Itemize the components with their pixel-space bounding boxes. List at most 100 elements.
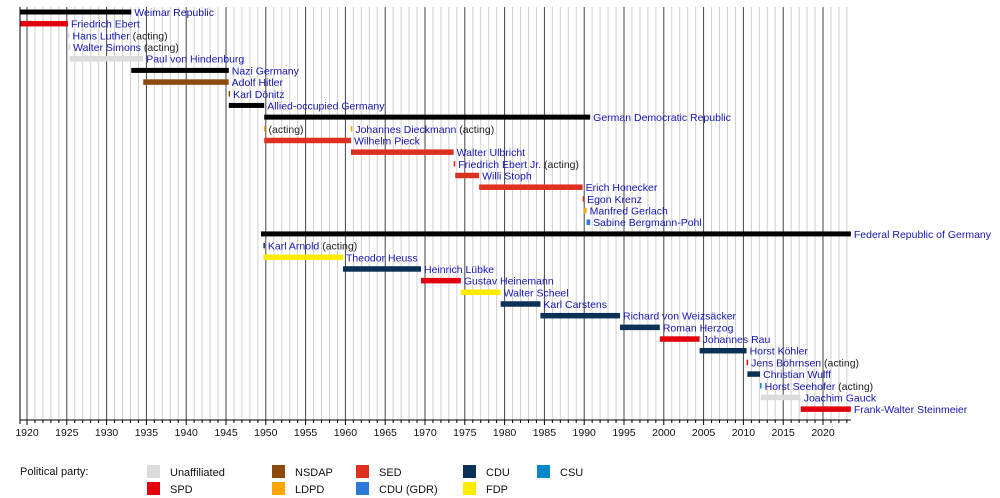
bar-label: Sabine Bergmann-Pohl [593, 217, 702, 229]
bar [500, 301, 541, 307]
legend-swatch [272, 482, 285, 495]
bar [800, 406, 851, 412]
tick-label: 1950 [254, 427, 278, 439]
label-name[interactable]: Erich Honecker [586, 182, 658, 194]
legend-swatch [147, 465, 160, 478]
label-name[interactable]: Theodor Heuss [346, 252, 418, 264]
label-name[interactable]: Karl Carstens [543, 299, 607, 311]
bar-label: Johannes Dieckmann (acting) [355, 124, 494, 136]
legend-label: CDU [486, 467, 510, 479]
bar [760, 394, 801, 401]
label-name[interactable]: Horst Köhler [750, 346, 809, 358]
tick-label: 2000 [652, 427, 676, 439]
tick-label: 1920 [15, 427, 39, 439]
label-name[interactable]: Johannes Rau [703, 334, 771, 346]
bar-label: Heinrich Lübke [424, 264, 494, 276]
legend-label: CSU [560, 467, 583, 479]
x-axis: 1920 1925 1930 1935 1940 1945 1950 1955 1960 1965… [15, 7, 851, 439]
label-name[interactable]: Gustav Heinemann [464, 276, 554, 288]
tick-label: 2015 [772, 427, 796, 439]
bar [263, 254, 344, 261]
tick-label: 2010 [732, 427, 756, 439]
tick-label: 1935 [135, 427, 159, 439]
label-name[interactable]: Walter Ulbricht [457, 147, 526, 159]
label-name[interactable]: Christian Wulff [763, 369, 831, 381]
label-name[interactable]: Egon Krenz [587, 194, 642, 206]
label-name[interactable]: Hans Luther [72, 30, 130, 42]
label-suffix: (acting) [269, 124, 304, 136]
tick-label: 2020 [811, 427, 835, 439]
label-name[interactable]: Paul von Hindenburg [146, 54, 244, 66]
bar-label: Jens Böhrnsen (acting) [751, 357, 859, 369]
tick-label: 1995 [612, 427, 636, 439]
bar-label: Karl Dönitz [233, 89, 284, 101]
label-suffix: (acting) [541, 159, 579, 171]
label-name[interactable]: Walter Simons [73, 42, 141, 54]
bar-label: Karl Arnold (acting) [268, 241, 357, 253]
bar-label: Friedrich Ebert [71, 19, 140, 31]
bar [228, 102, 265, 108]
bar-label: Egon Krenz [587, 194, 642, 206]
label-name[interactable]: Friedrich Ebert Jr. [458, 159, 541, 171]
bar [131, 67, 229, 73]
label-name[interactable]: Federal Republic of Germany [854, 229, 992, 241]
label-name[interactable]: Heinrich Lübke [424, 264, 494, 276]
bar-label: Wilhelm Pieck [354, 135, 421, 147]
label-name[interactable]: Karl Dönitz [233, 89, 284, 101]
label-name[interactable]: Jens Böhrnsen [751, 357, 821, 369]
bar-label: Erich Honecker [586, 182, 658, 194]
tick-label: 1980 [493, 427, 517, 439]
bar-label: Roman Herzog [663, 322, 734, 334]
tick-label: 1940 [175, 427, 199, 439]
legend-label: SPD [170, 484, 193, 496]
bar [746, 359, 749, 366]
bar-label: German Democratic Republic [593, 112, 731, 124]
legend-swatch [147, 482, 160, 495]
label-name[interactable]: Joachim Gauck [804, 392, 877, 404]
bar-label: Gustav Heinemann [464, 276, 554, 288]
tick-label: 1975 [453, 427, 477, 439]
bar-label: Horst Seehofer (acting) [765, 381, 874, 393]
bar-label: Frank-Walter Steinmeier [854, 404, 968, 416]
label-name[interactable]: Allied-occupied Germany [267, 100, 385, 112]
label-name[interactable]: Frank-Walter Steinmeier [854, 404, 968, 416]
label-name[interactable]: Wilhelm Pieck [354, 135, 421, 147]
bar-label: Theodor Heuss [346, 252, 418, 264]
bar [264, 137, 351, 144]
label-name[interactable]: Nazi Germany [232, 65, 300, 77]
legend-swatch [272, 465, 285, 478]
label-name[interactable]: Sabine Bergmann-Pohl [593, 217, 702, 229]
tick-label: 1930 [95, 427, 119, 439]
bar-label: Christian Wulff [763, 369, 831, 381]
bar-label: Manfred Gerlach [590, 206, 668, 218]
label-name[interactable]: Adolf Hitler [232, 77, 284, 89]
label-name[interactable]: Manfred Gerlach [590, 206, 668, 218]
bar [67, 32, 70, 39]
bar [143, 79, 229, 85]
label-suffix: (acting) [456, 124, 494, 136]
grid [26, 7, 848, 420]
bar [760, 383, 762, 389]
label-name[interactable]: Karl Arnold [268, 241, 320, 253]
label-name[interactable]: Richard von Weizsäcker [623, 311, 737, 323]
label-name[interactable]: Horst Seehofer [765, 381, 836, 393]
label-name[interactable]: Willi Stoph [482, 171, 532, 183]
bar [540, 312, 621, 319]
label-name[interactable]: Walter Scheel [504, 287, 569, 299]
bar [350, 149, 454, 155]
legend-title: Political party: [20, 466, 88, 478]
bar [421, 277, 461, 284]
label-name[interactable]: Johannes Dieckmann [355, 124, 456, 136]
label-name[interactable]: Friedrich Ebert [71, 19, 140, 31]
legend-label: NSDAP [295, 467, 333, 479]
bar [747, 371, 761, 377]
bar-label: Joachim Gauck [804, 392, 877, 404]
label-name[interactable]: German Democratic Republic [593, 112, 731, 124]
legend-swatch [537, 465, 550, 478]
bar [264, 126, 266, 132]
label-name[interactable]: Weimar Republic [134, 7, 214, 19]
legend-label: SED [379, 467, 402, 479]
bar [479, 184, 583, 190]
label-name[interactable]: Roman Herzog [663, 322, 734, 334]
